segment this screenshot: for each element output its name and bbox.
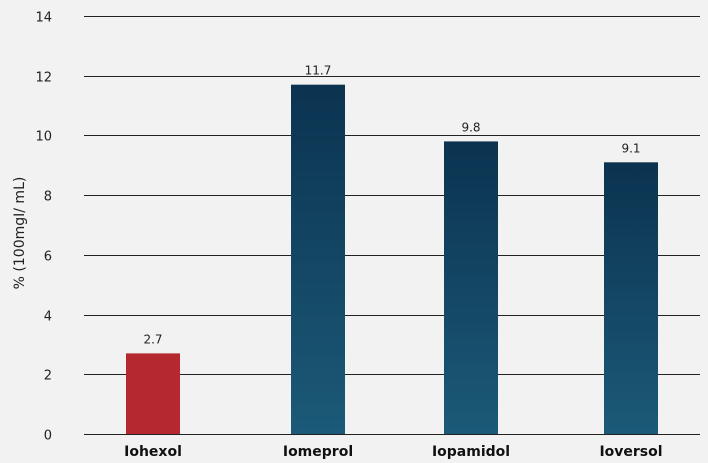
- y-tick-label: 8: [44, 190, 52, 205]
- x-axis-categories: Iohexol Iomeprol Iopamidol Ioversol: [124, 444, 662, 460]
- data-label-iopamidol: 9.8: [461, 120, 480, 134]
- gridlines: [84, 16, 700, 435]
- y-tick-label: 4: [44, 310, 52, 325]
- y-tick-label: 6: [44, 250, 52, 265]
- y-tick-label: 2: [44, 369, 52, 384]
- data-label-iomeprol: 11.7: [305, 64, 332, 78]
- bar-ioversol: [604, 162, 658, 435]
- data-labels: 2.7 11.7 9.8 9.1: [143, 64, 640, 347]
- bar-iohexol: [126, 353, 180, 434]
- category-label-iomeprol: Iomeprol: [283, 444, 353, 460]
- y-tick-label: 0: [44, 429, 52, 444]
- y-tick-label: 14: [35, 11, 52, 26]
- category-label-ioversol: Ioversol: [599, 444, 662, 460]
- y-tick-label: 10: [35, 130, 52, 145]
- y-tick-label: 12: [35, 71, 52, 86]
- category-label-iopamidol: Iopamidol: [432, 444, 510, 460]
- data-label-ioversol: 9.1: [621, 141, 640, 155]
- category-label-iohexol: Iohexol: [124, 444, 182, 460]
- y-axis-title: % (100mgI/ mL): [12, 177, 28, 290]
- bar-iopamidol: [444, 141, 498, 434]
- y-axis-ticks: 0 2 4 6 8 10 12 14: [35, 11, 52, 444]
- bar-iomeprol: [291, 84, 345, 435]
- bars: [126, 84, 658, 435]
- data-label-iohexol: 2.7: [143, 332, 162, 346]
